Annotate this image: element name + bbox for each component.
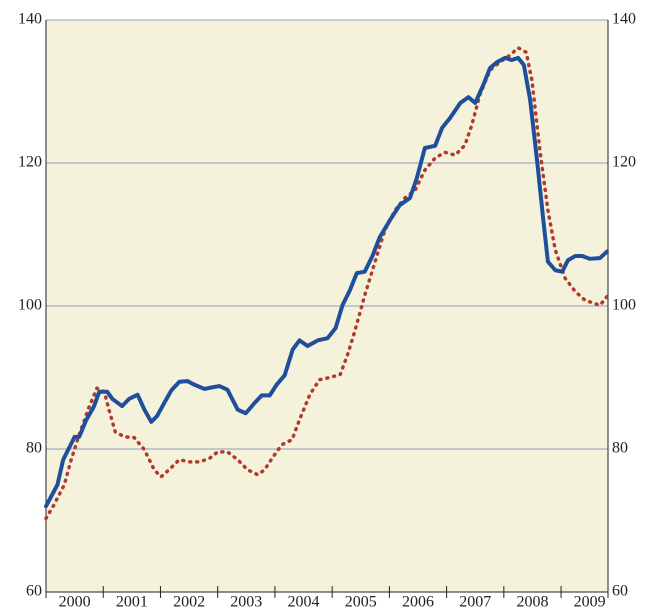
y2-tick-label: 80 (612, 440, 628, 457)
x-tick-label: 2007 (459, 594, 491, 610)
x-tick-label: 2002 (173, 594, 205, 610)
x-tick-label: 2006 (402, 594, 434, 610)
series-line (44, 55, 609, 509)
y-tick-label: 80 (26, 440, 42, 457)
y-tick-label: 100 (18, 297, 42, 314)
y-tick-label: 120 (18, 154, 42, 171)
x-tick-label: 2000 (59, 594, 91, 610)
y2-tick-label: 140 (612, 11, 636, 28)
x-tick-label: 2001 (116, 594, 148, 610)
series-line (44, 46, 610, 521)
x-tick-label: 2003 (230, 594, 262, 610)
x-tick-label: 2005 (345, 594, 377, 610)
y2-tick-label: 120 (612, 154, 636, 171)
y-tick-label: 60 (26, 583, 42, 600)
x-tick-label: 2009 (574, 594, 606, 610)
y2-tick-label: 100 (612, 297, 636, 314)
y2-tick-label: 60 (612, 583, 628, 600)
y-tick-label: 140 (18, 11, 42, 28)
x-tick-label: 2004 (288, 594, 320, 610)
x-tick-label: 2008 (516, 594, 548, 610)
